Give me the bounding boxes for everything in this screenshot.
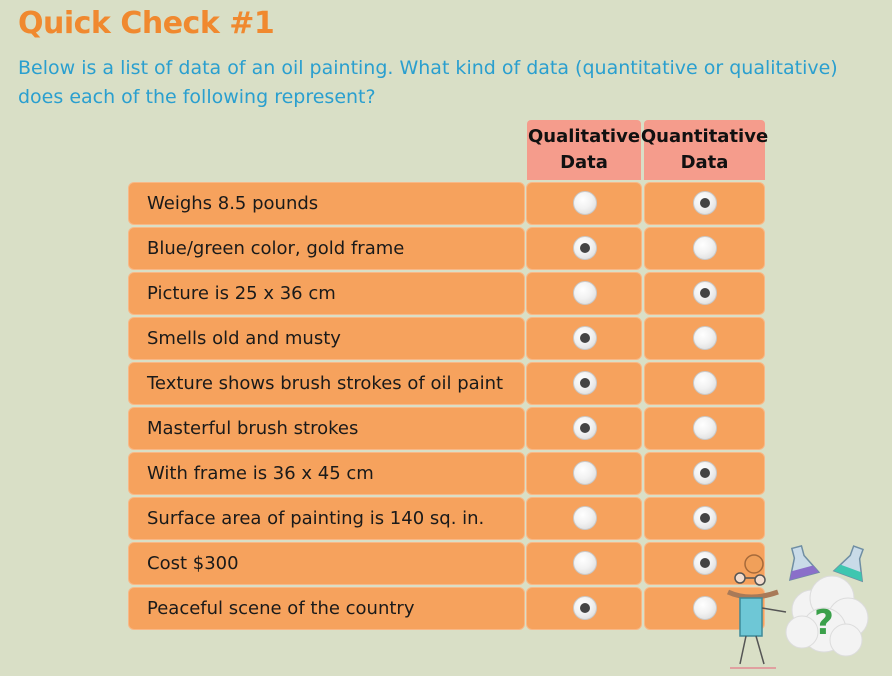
row-label: Peaceful scene of the country xyxy=(147,598,415,619)
row-label: Surface area of painting is 140 sq. in. xyxy=(147,508,485,529)
row-label-cell: Texture shows brush strokes of oil paint xyxy=(128,362,525,405)
question-mark-icon: ? xyxy=(814,603,834,643)
quantitative-radio[interactable] xyxy=(693,416,717,440)
qualitative-cell xyxy=(526,407,642,450)
row-label: Weighs 8.5 pounds xyxy=(147,193,319,214)
page-title: Quick Check #1 xyxy=(18,6,275,41)
quantitative-radio[interactable] xyxy=(693,596,717,620)
qualitative-cell xyxy=(526,182,642,225)
row-label: Cost $300 xyxy=(147,553,239,574)
table-row: Picture is 25 x 36 cm xyxy=(128,272,765,315)
row-label-cell: Picture is 25 x 36 cm xyxy=(128,272,525,315)
row-label-cell: Blue/green color, gold frame xyxy=(128,227,525,270)
qualitative-radio[interactable] xyxy=(573,281,597,305)
qualitative-radio[interactable] xyxy=(573,416,597,440)
quantitative-radio[interactable] xyxy=(693,191,717,215)
quantitative-cell xyxy=(644,362,765,405)
quantitative-cell xyxy=(644,452,765,495)
scientist-mascot-icon: ? xyxy=(726,544,869,669)
qualitative-radio[interactable] xyxy=(573,236,597,260)
qualitative-radio[interactable] xyxy=(573,551,597,575)
qualitative-radio[interactable] xyxy=(573,191,597,215)
row-label: Picture is 25 x 36 cm xyxy=(147,283,336,304)
row-label: Smells old and musty xyxy=(147,328,341,349)
qualitative-cell xyxy=(526,272,642,315)
row-label-cell: Weighs 8.5 pounds xyxy=(128,182,525,225)
row-label-cell: Peaceful scene of the country xyxy=(128,587,525,630)
quantitative-cell xyxy=(644,497,765,540)
table-row: Weighs 8.5 pounds xyxy=(128,182,765,225)
row-label-cell: Smells old and musty xyxy=(128,317,525,360)
row-label-cell: Cost $300 xyxy=(128,542,525,585)
qualitative-radio[interactable] xyxy=(573,461,597,485)
quantitative-cell xyxy=(644,317,765,360)
qualitative-cell xyxy=(526,452,642,495)
qualitative-cell xyxy=(526,362,642,405)
qualitative-radio[interactable] xyxy=(573,371,597,395)
question-text: Below is a list of data of an oil painti… xyxy=(18,57,838,108)
table-row: Cost $300 xyxy=(128,542,765,585)
table-row: Masterful brush strokes xyxy=(128,407,765,450)
quantitative-radio[interactable] xyxy=(693,371,717,395)
qualitative-radio[interactable] xyxy=(573,506,597,530)
quantitative-cell xyxy=(644,182,765,225)
row-label: Blue/green color, gold frame xyxy=(147,238,405,259)
column-header-qualitative-label: Qualitative Data xyxy=(527,126,641,173)
row-label: With frame is 36 x 45 cm xyxy=(147,463,374,484)
table-row: Smells old and musty xyxy=(128,317,765,360)
quantitative-radio[interactable] xyxy=(693,281,717,305)
row-label-cell: With frame is 36 x 45 cm xyxy=(128,452,525,495)
column-header-quantitative-label: Quantitative Data xyxy=(640,126,769,173)
column-header-quantitative: Quantitative Data xyxy=(640,120,769,180)
row-label: Texture shows brush strokes of oil paint xyxy=(147,373,504,394)
table-row: Surface area of painting is 140 sq. in. xyxy=(128,497,765,540)
table-row: Peaceful scene of the country xyxy=(128,587,765,630)
table-row: Texture shows brush strokes of oil paint xyxy=(128,362,765,405)
quantitative-radio[interactable] xyxy=(693,461,717,485)
quantitative-cell xyxy=(644,272,765,315)
quantitative-radio[interactable] xyxy=(693,551,717,575)
row-label-cell: Masterful brush strokes xyxy=(128,407,525,450)
column-header-qualitative: Qualitative Data xyxy=(527,120,641,180)
qualitative-cell xyxy=(526,587,642,630)
qualitative-cell xyxy=(526,317,642,360)
quantitative-radio[interactable] xyxy=(693,506,717,530)
quantitative-radio[interactable] xyxy=(693,236,717,260)
row-label-cell: Surface area of painting is 140 sq. in. xyxy=(128,497,525,540)
quantitative-cell xyxy=(644,227,765,270)
qualitative-cell xyxy=(526,497,642,540)
table-row: Blue/green color, gold frame xyxy=(128,227,765,270)
qualitative-cell xyxy=(526,227,642,270)
qualitative-cell xyxy=(526,542,642,585)
quantitative-cell xyxy=(644,407,765,450)
row-label: Masterful brush strokes xyxy=(147,418,359,439)
qualitative-radio[interactable] xyxy=(573,596,597,620)
qualitative-radio[interactable] xyxy=(573,326,597,350)
quantitative-radio[interactable] xyxy=(693,326,717,350)
table-row: With frame is 36 x 45 cm xyxy=(128,452,765,495)
